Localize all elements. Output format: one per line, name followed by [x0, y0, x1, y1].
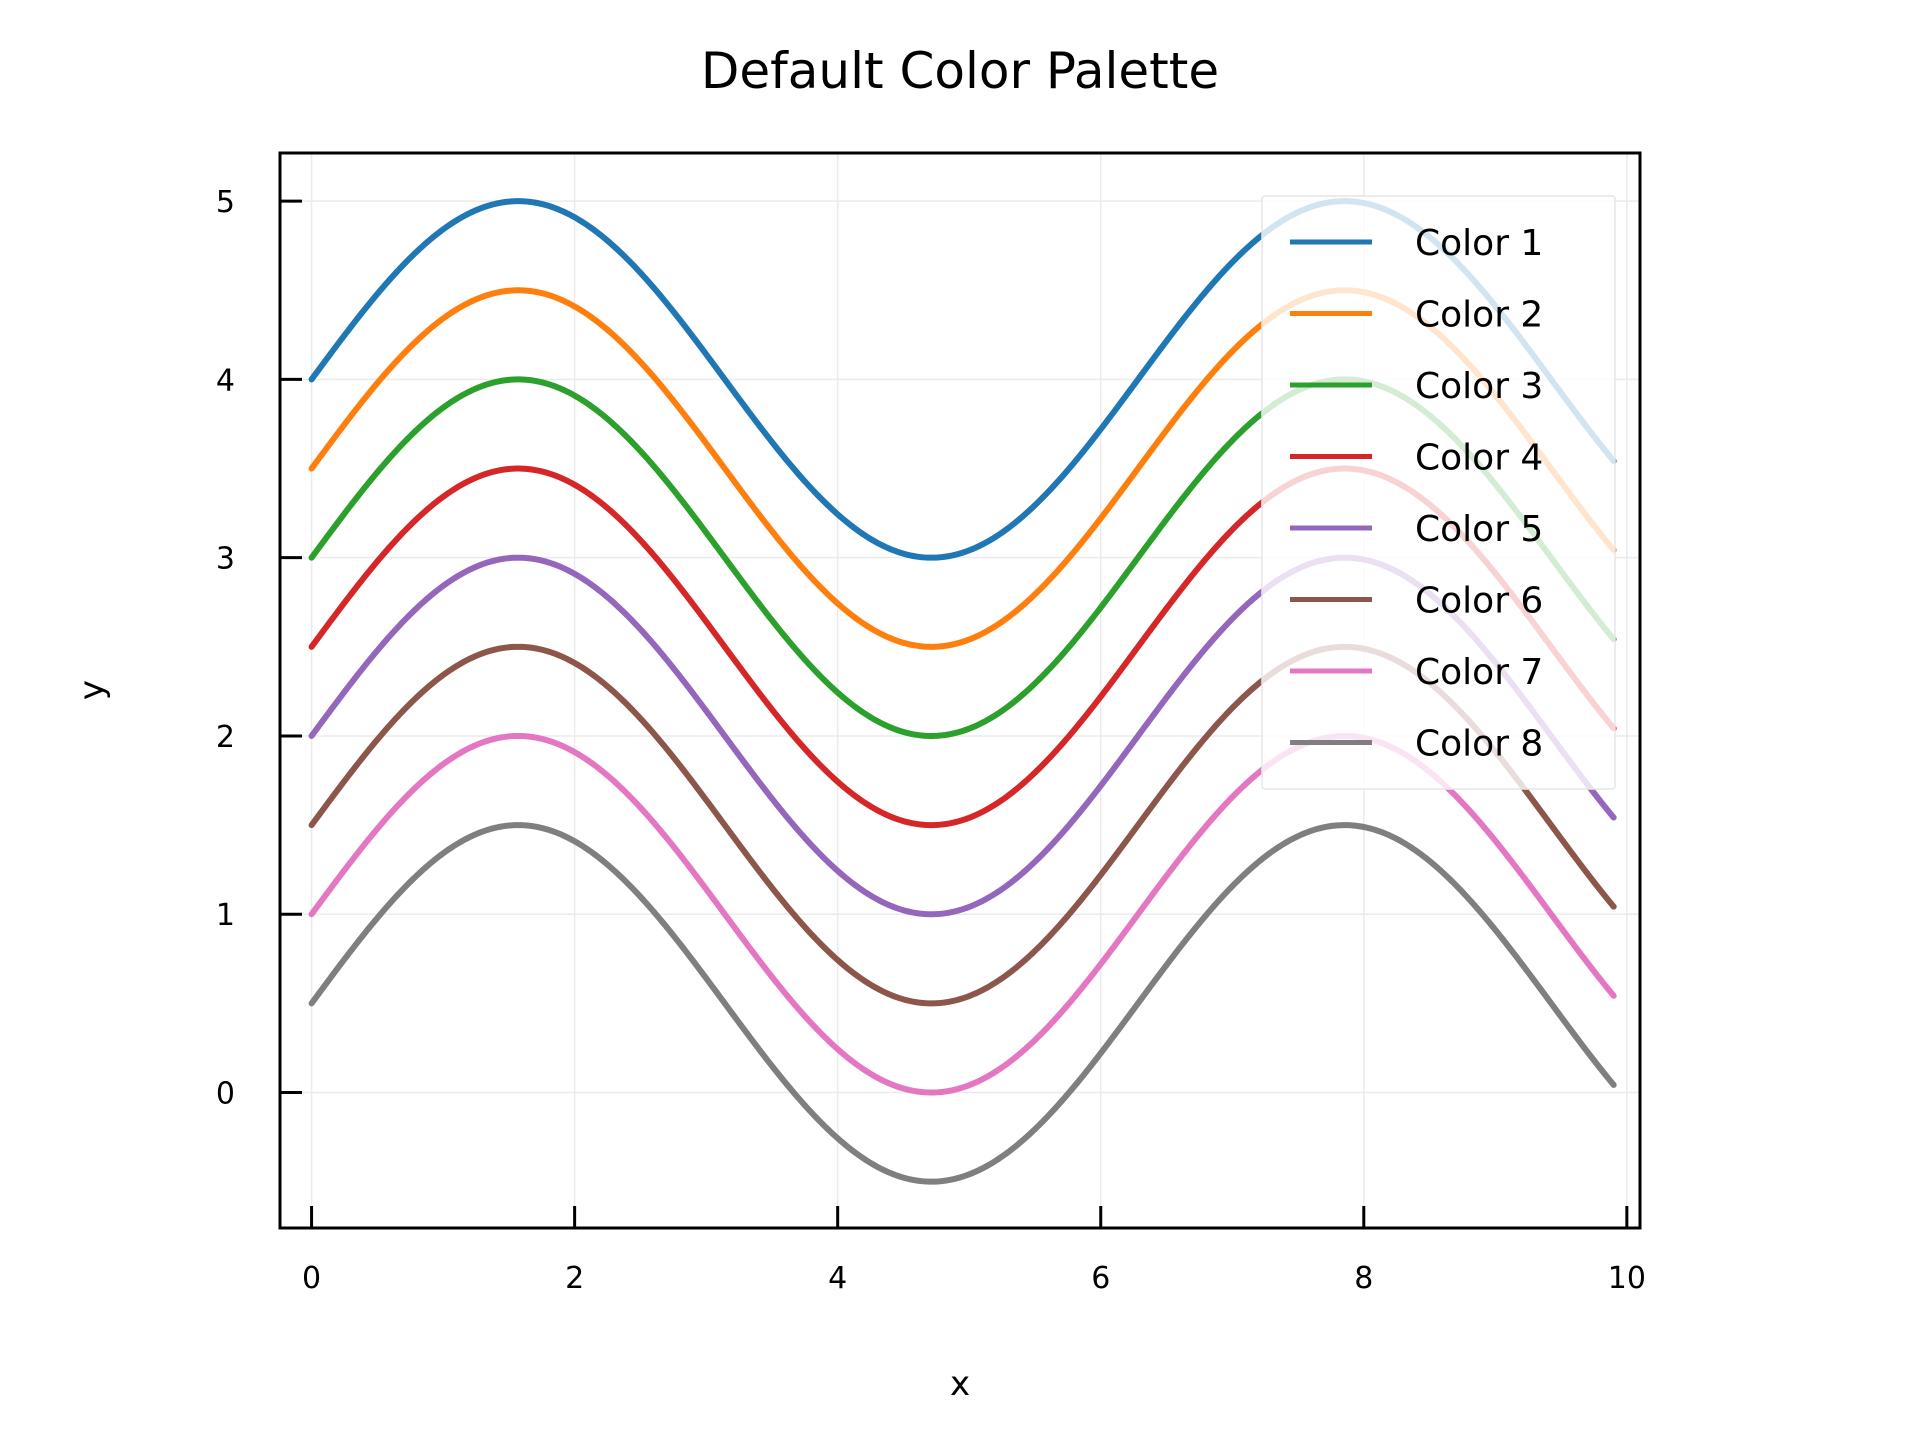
x-tick-label: 8	[1354, 1261, 1373, 1296]
plot-frame	[278, 151, 1642, 1230]
x-tick-label: 10	[1608, 1261, 1646, 1296]
y-tick-label: 4	[216, 363, 235, 398]
y-tick-label: 0	[216, 1077, 235, 1112]
axis-ticks: 0 2 4 6 8 10 0 1 2 3 4 5	[216, 185, 1646, 1296]
legend-label: Color 7	[1415, 652, 1543, 693]
chart-title: Default Color Palette	[701, 42, 1219, 100]
y-tick-label: 3	[216, 542, 235, 577]
x-tick-label: 4	[828, 1261, 847, 1296]
legend-label: Color 3	[1415, 366, 1543, 407]
y-tick-label: 2	[216, 720, 235, 755]
legend-label: Color 6	[1415, 581, 1543, 622]
legend-label: Color 5	[1415, 509, 1543, 550]
x-axis-label: x	[950, 1364, 970, 1404]
series-line	[308, 822, 1617, 1185]
x-tick-label: 0	[302, 1261, 321, 1296]
x-tick-label: 6	[1091, 1261, 1110, 1296]
y-axis-label: y	[72, 680, 112, 700]
legend-label: Color 8	[1415, 724, 1543, 765]
y-tick-label: 1	[216, 898, 235, 933]
legend-label: Color 4	[1415, 438, 1543, 479]
legend-label: Color 2	[1415, 295, 1543, 336]
y-tick-label: 5	[216, 185, 235, 220]
x-tick-label: 2	[565, 1261, 584, 1296]
legend-label: Color 1	[1415, 223, 1543, 264]
legend-box	[1261, 195, 1616, 790]
legend: Color 1 Color 2 Color 3 Color 4 Color 5 Color…	[1261, 195, 1616, 790]
